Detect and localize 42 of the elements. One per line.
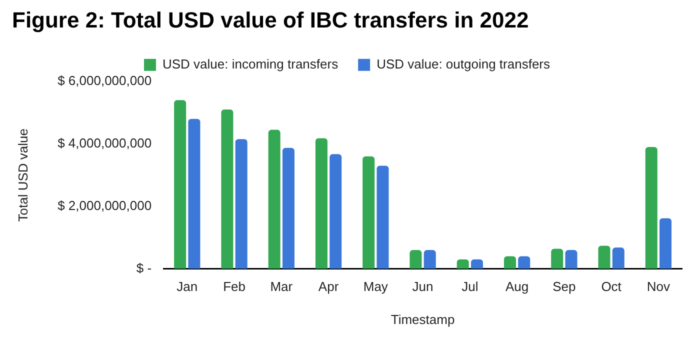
x-tick-label: Mar (270, 279, 294, 294)
bar (456, 259, 469, 269)
bar (504, 256, 516, 269)
chart-title: Figure 2: Total USD value of IBC transfers in 2022 (12, 7, 529, 32)
x-tick-label: Apr (318, 279, 340, 294)
bar (424, 250, 436, 269)
bar (645, 146, 658, 269)
bar (376, 166, 389, 269)
bar (410, 250, 422, 269)
legend-label: USD value: incoming transfers (162, 56, 339, 72)
bar (235, 139, 248, 269)
bar (551, 248, 564, 269)
bar (268, 130, 280, 269)
x-tick-label: Aug (505, 279, 529, 294)
y-tick-label: $ 6,000,000,000 (58, 72, 152, 88)
bar (598, 246, 610, 269)
bar (612, 248, 624, 269)
bar (221, 110, 234, 269)
x-axis-title: Timestamp (390, 312, 455, 327)
bar (362, 156, 375, 269)
bar (659, 218, 672, 269)
x-tick-label: May (363, 279, 388, 294)
x-tick-label: Jul (462, 279, 478, 294)
x-tick-label: Jan (176, 279, 198, 294)
bar (174, 100, 186, 269)
x-tick-label: Feb (223, 279, 246, 294)
x-tick-label: Nov (646, 279, 670, 294)
y-tick-label: $ 2,000,000,000 (58, 198, 152, 213)
y-tick-label: $ - (136, 260, 152, 276)
bar (565, 250, 578, 269)
x-tick-label: Oct (601, 279, 622, 294)
y-axis-title: Total USD value (15, 128, 30, 222)
bar (188, 118, 200, 269)
legend-label: USD value: outgoing transfers (376, 56, 550, 72)
y-tick-label: $ 4,000,000,000 (58, 135, 152, 150)
bar (470, 259, 483, 269)
bar (518, 256, 530, 269)
x-tick-label: Jun (412, 279, 434, 294)
bar (330, 154, 342, 269)
bar (315, 138, 328, 269)
x-tick-label: Sep (552, 279, 576, 294)
bar (282, 148, 294, 269)
